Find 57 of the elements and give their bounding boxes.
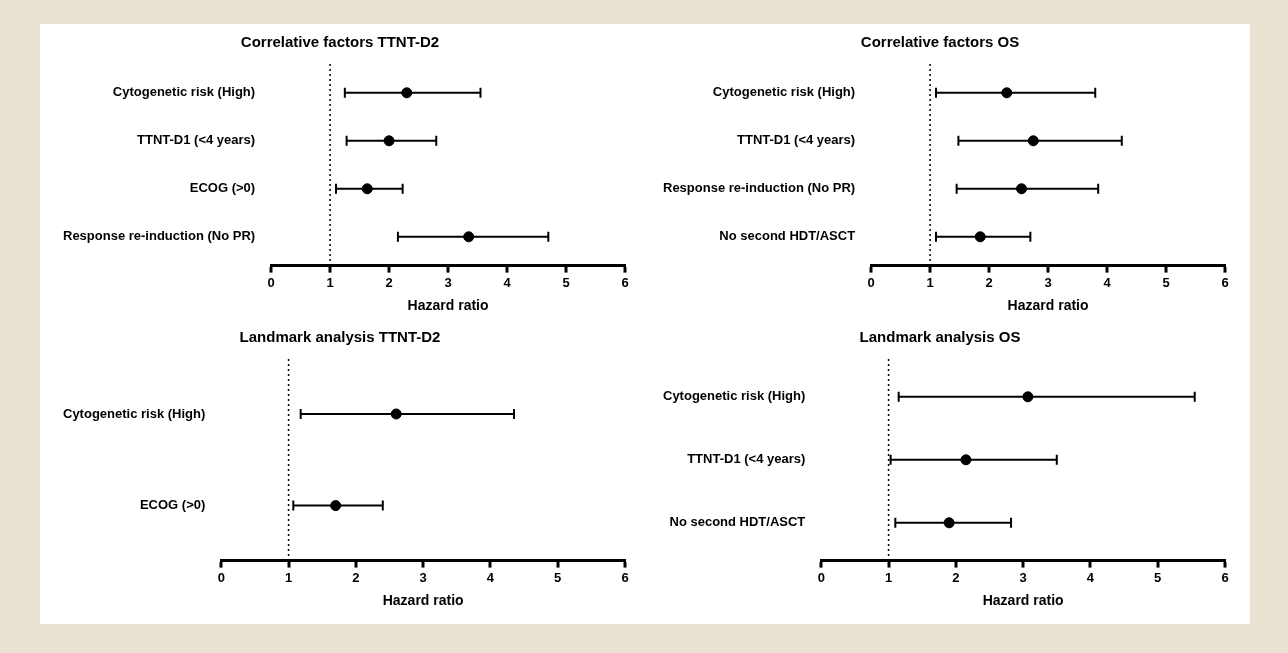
x-tick-label: 3 [1019,569,1027,585]
y-tick-label: Cytogenetic risk (High) [112,84,256,100]
x-tick-label: 1 [884,569,893,585]
chart-title: Correlative factors TTNT-D2 [240,33,440,51]
x-tick-label: 1 [326,274,334,290]
x-tick-label: 0 [217,569,225,585]
x-axis-title: Hazard ratio [407,297,489,314]
x-tick-label: 6 [621,569,629,585]
x-tick-label: 2 [385,274,393,290]
x-tick-label: 3 [444,274,452,290]
point [383,135,395,147]
chart-title: Landmark analysis TTNT-D2 [239,328,441,346]
point [361,183,373,195]
y-tick-label: Cytogenetic risk (High) [663,388,806,404]
x-tick-label: 4 [1086,569,1095,585]
y-tick-label: ECOG (>0) [139,497,206,513]
x-tick-label: 6 [621,274,629,290]
y-tick-label: No second HDT/ASCT [719,228,856,244]
x-tick-label: 2 [352,569,360,585]
point [1027,135,1039,147]
x-tick-label: 0 [267,274,275,290]
x-tick-label: 5 [554,569,562,585]
x-axis-title: Hazard ratio [382,592,464,609]
x-tick-label: 1 [284,569,293,585]
y-tick-label: ECOG (>0) [189,180,256,196]
x-tick-label: 4 [486,569,495,585]
x-tick-label: 5 [1162,274,1170,290]
y-tick-label: Response re-induction (No PR) [62,228,256,244]
x-tick-label: 0 [867,274,875,290]
point [401,87,413,99]
x-tick-label: 1 [926,274,934,290]
y-tick-label: TTNT-D1 (<4 years) [136,132,256,148]
x-tick-label: 3 [1044,274,1052,290]
point [463,231,475,243]
x-tick-label: 5 [562,274,570,290]
x-tick-label: 3 [419,569,427,585]
x-tick-label: 6 [1221,274,1229,290]
y-tick-label: TTNT-D1 (<4 years) [736,132,856,148]
chart-title: Landmark analysis OS [859,328,1021,346]
x-tick-label: 4 [1103,274,1112,290]
point [974,231,986,243]
x-tick-label: 2 [952,569,960,585]
y-tick-label: Response re-induction (No PR) [662,180,856,196]
x-axis-title: Hazard ratio [1007,297,1089,314]
x-tick-label: 2 [985,274,993,290]
x-tick-label: 0 [817,569,825,585]
y-tick-label: Cytogenetic risk (High) [63,405,206,421]
x-axis-title: Hazard ratio [982,592,1064,609]
y-tick-label: No second HDT/ASCT [669,514,806,530]
x-tick-label: 5 [1154,569,1162,585]
y-tick-label: TTNT-D1 (<4 years) [687,451,806,467]
point [1001,87,1013,99]
x-tick-label: 4 [503,274,512,290]
chart-title: Correlative factors OS [860,33,1020,51]
x-tick-label: 6 [1221,569,1229,585]
y-tick-label: Cytogenetic risk (High) [712,84,856,100]
point [1016,183,1028,195]
